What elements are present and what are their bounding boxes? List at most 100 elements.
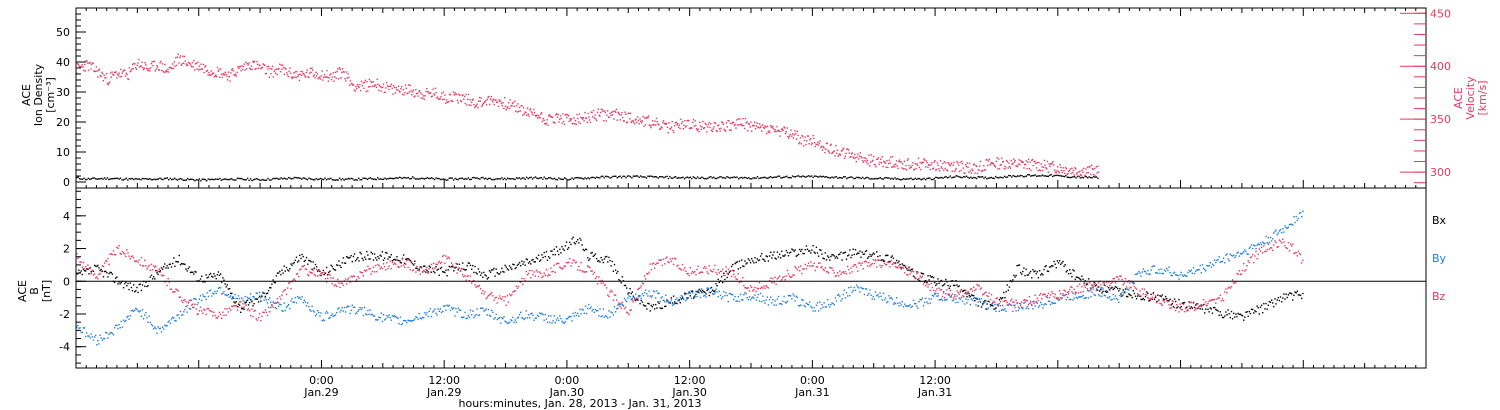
by-point	[1255, 248, 1257, 250]
velocity-point	[216, 76, 218, 78]
density-point	[394, 177, 396, 179]
velocity-point	[316, 73, 319, 75]
by-point	[569, 316, 571, 318]
bz-point	[348, 277, 350, 279]
velocity-point	[115, 71, 117, 73]
bx-point	[840, 251, 842, 253]
density-point	[306, 178, 309, 181]
velocity-point	[720, 127, 722, 130]
velocity-point	[625, 122, 628, 124]
by-point	[763, 300, 765, 302]
bx-point	[324, 272, 327, 274]
bz-point	[498, 295, 501, 297]
by-point	[746, 297, 748, 299]
bx-point	[236, 306, 239, 308]
density-point	[942, 177, 944, 179]
density-point	[929, 177, 931, 179]
velocity-point	[113, 74, 115, 76]
bx-point	[870, 255, 872, 257]
by-point	[970, 298, 973, 300]
density-point	[1078, 175, 1080, 178]
by-point	[767, 304, 770, 306]
bx-point	[935, 284, 937, 287]
by-point	[1156, 272, 1158, 274]
density-point	[379, 178, 382, 180]
bx-point	[391, 260, 394, 262]
bx-point	[255, 298, 257, 300]
velocity-point	[1072, 169, 1075, 172]
by-point	[720, 298, 723, 300]
bx-point	[931, 276, 934, 278]
velocity-point	[273, 70, 275, 73]
bx-point	[820, 249, 822, 252]
bx-point	[598, 260, 600, 262]
velocity-point	[264, 72, 267, 75]
by-point	[936, 295, 938, 297]
by-point	[595, 310, 598, 312]
by-point	[925, 297, 927, 300]
velocity-point	[401, 93, 404, 96]
by-point	[1241, 252, 1244, 254]
velocity-point	[506, 107, 508, 109]
velocity-point	[472, 98, 474, 100]
bx-point	[510, 267, 512, 269]
velocity-point	[884, 161, 886, 163]
by-point	[79, 327, 81, 329]
bx-point	[730, 265, 733, 268]
by-point	[980, 298, 983, 300]
by-point	[501, 317, 503, 319]
bx-point	[836, 257, 839, 259]
by-point	[799, 305, 801, 307]
bx-point	[503, 271, 505, 273]
by-point	[250, 293, 252, 295]
bx-point	[463, 268, 465, 270]
velocity-point	[501, 104, 503, 107]
by-point	[1274, 230, 1276, 233]
velocity-point	[511, 105, 513, 107]
velocity-point	[244, 69, 246, 71]
velocity-point	[338, 78, 340, 80]
velocity-point	[421, 93, 423, 95]
by-point	[1090, 295, 1092, 298]
bz-point	[172, 291, 174, 293]
by-point	[680, 294, 683, 297]
density-point	[270, 179, 272, 181]
density-point	[219, 177, 221, 180]
by-point	[1022, 308, 1024, 310]
velocity-point	[1089, 165, 1091, 168]
bx-point	[170, 266, 173, 268]
density-point	[295, 176, 297, 179]
bz-point	[857, 270, 859, 272]
by-point	[992, 302, 994, 305]
density-point	[1006, 176, 1009, 178]
velocity-point	[1030, 169, 1032, 172]
bx-point	[1104, 290, 1107, 293]
bx-point	[286, 269, 289, 271]
velocity-point	[205, 65, 207, 67]
bx-point	[473, 271, 475, 274]
bz-point	[411, 269, 414, 272]
bz-point	[342, 284, 345, 287]
by-point	[1284, 225, 1286, 227]
bx-point	[1120, 293, 1122, 295]
by-point	[361, 307, 363, 309]
bx-point	[1117, 287, 1119, 290]
bx-point	[1023, 267, 1025, 269]
by-point	[775, 304, 777, 306]
by-point	[477, 314, 480, 316]
by-point	[931, 294, 934, 296]
bz-point	[608, 295, 610, 298]
bx-point	[442, 271, 444, 273]
velocity-point	[123, 69, 125, 71]
by-point	[524, 317, 526, 319]
velocity-point	[202, 63, 205, 66]
bx-point	[96, 265, 98, 268]
density-point	[556, 179, 559, 181]
by-point	[232, 296, 234, 298]
bz-point	[882, 259, 885, 261]
bx-point	[566, 248, 569, 250]
bx-point	[841, 259, 843, 261]
density-point	[951, 177, 953, 179]
bz-point	[732, 269, 734, 271]
by-point	[411, 320, 414, 322]
